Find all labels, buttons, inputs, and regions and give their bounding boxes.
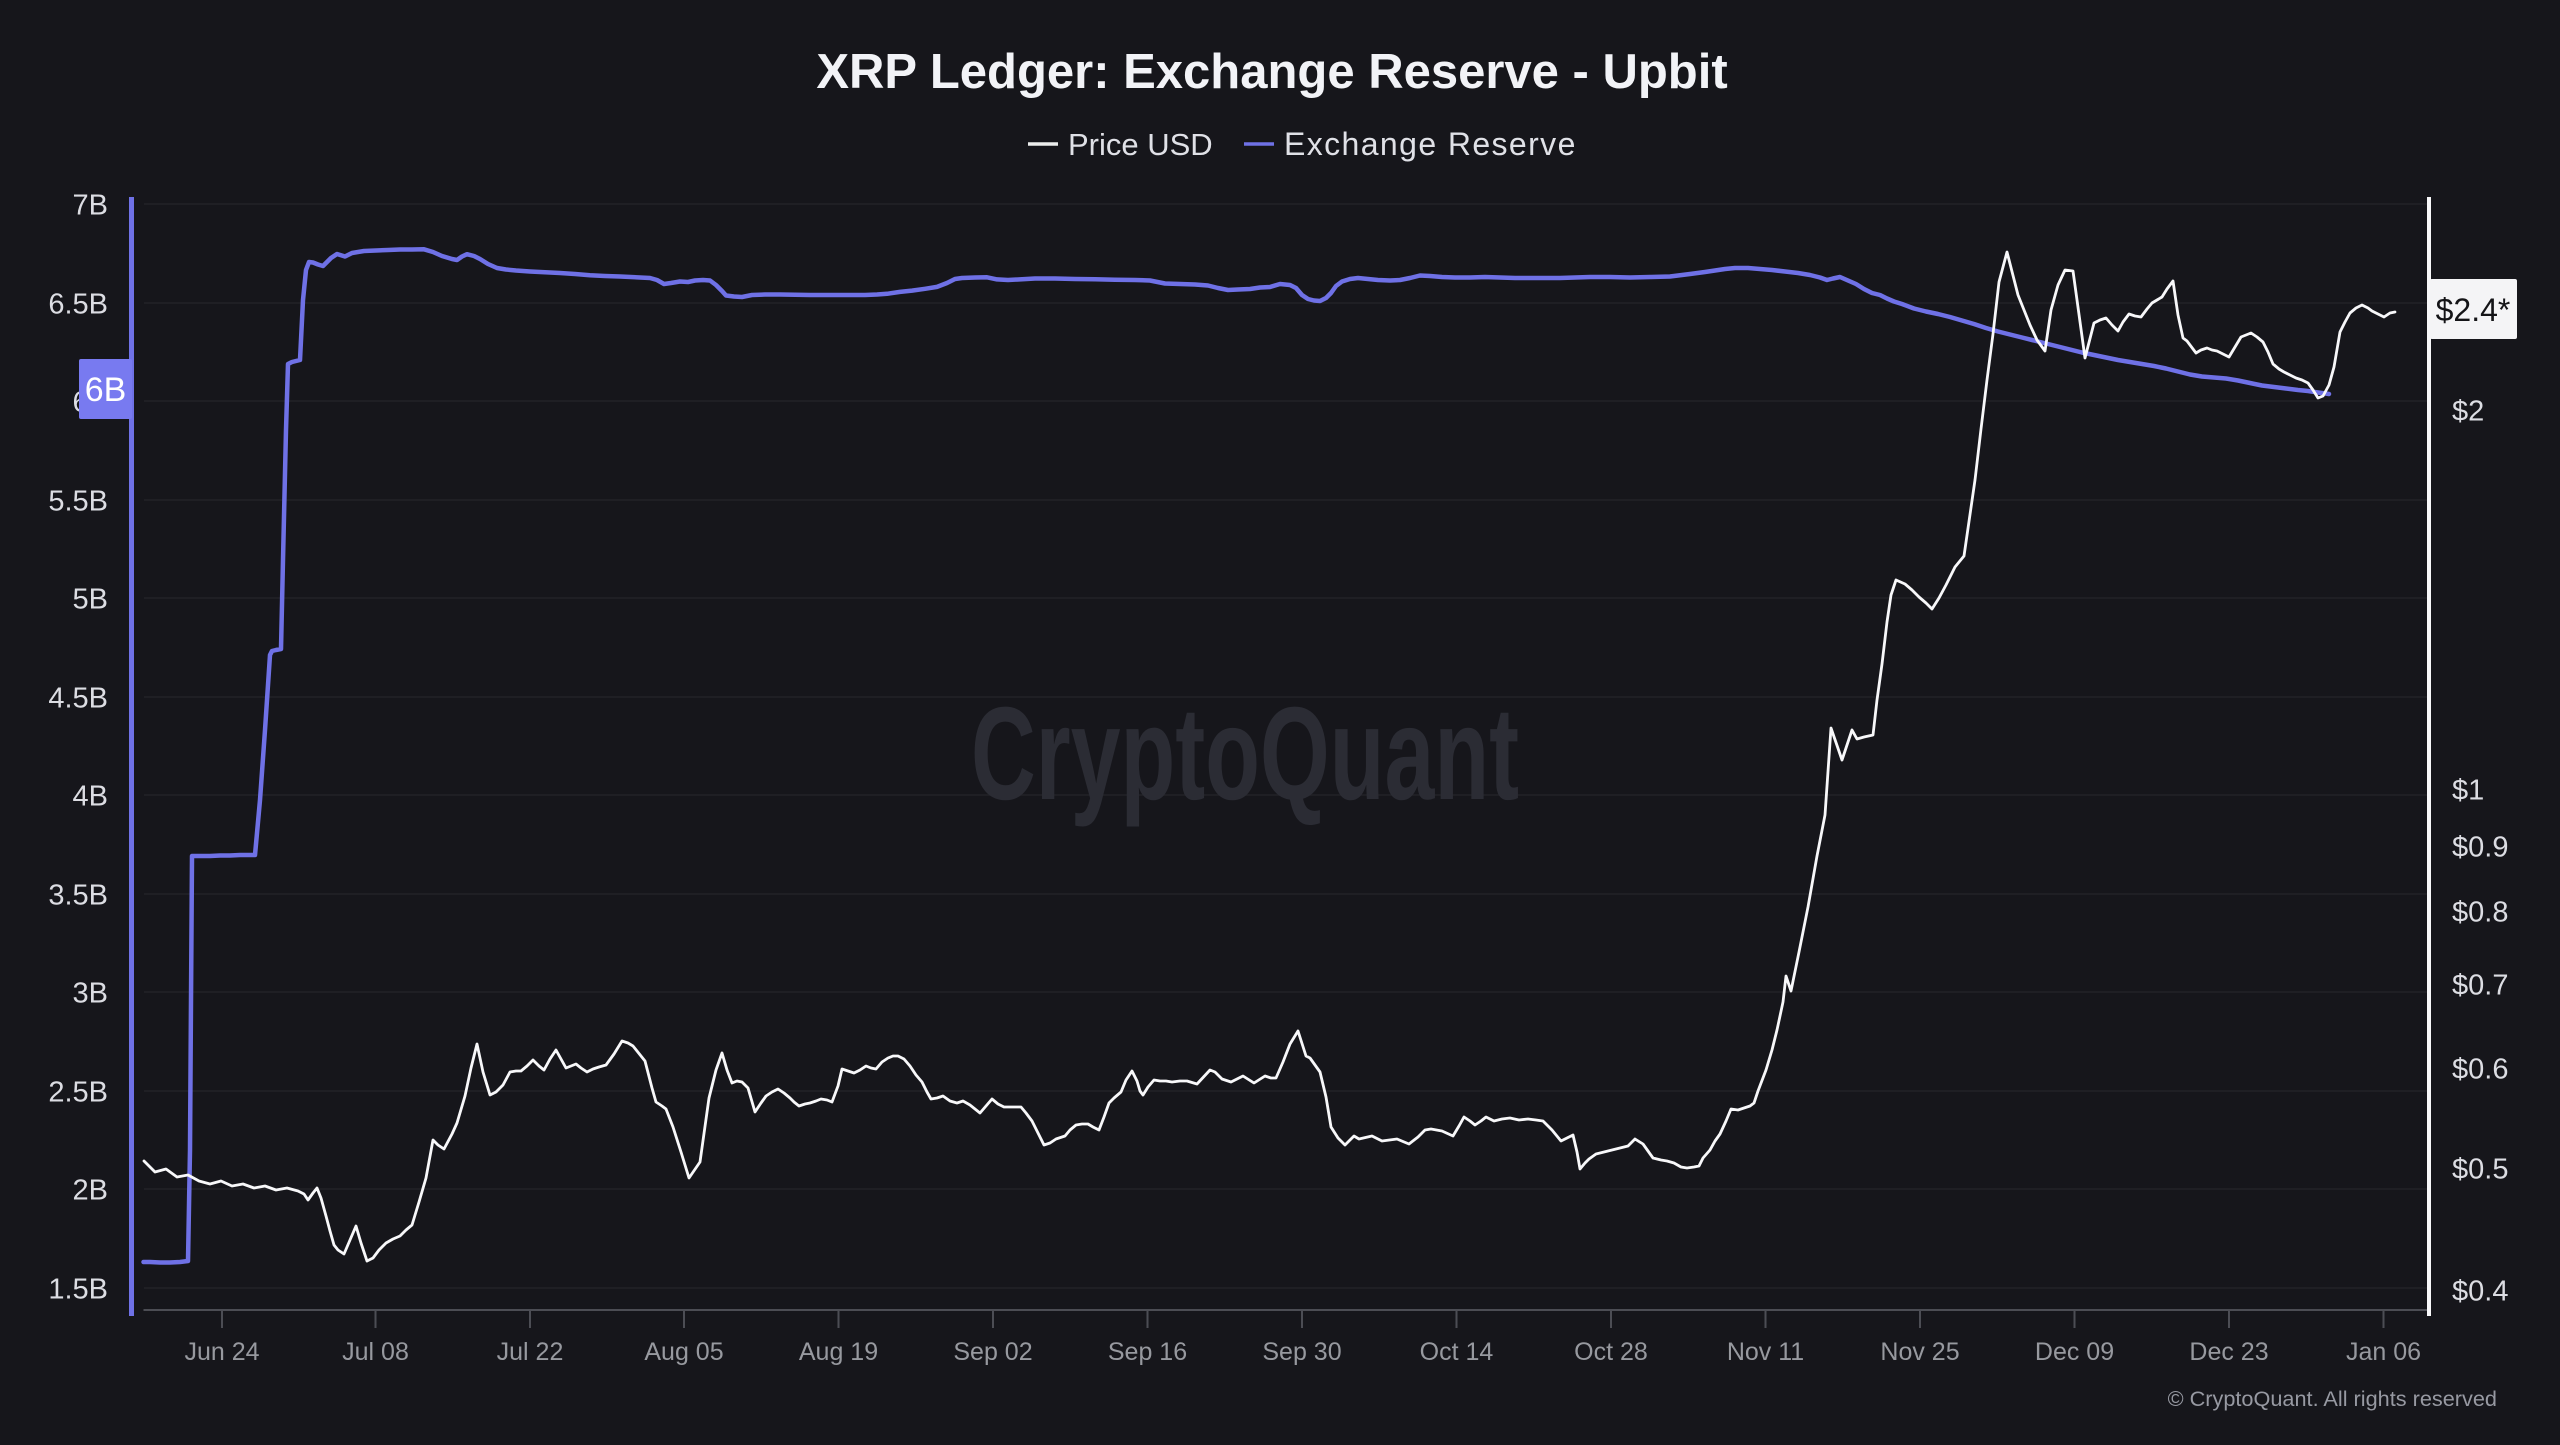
svg-text:Dec 09: Dec 09 [2035,1338,2114,1366]
svg-text:5B: 5B [73,584,108,616]
svg-text:7B: 7B [73,190,108,222]
svg-text:$2: $2 [2452,396,2484,428]
svg-text:Price USD: Price USD [1068,127,1213,162]
svg-text:5.5B: 5.5B [48,486,108,518]
svg-text:2.5B: 2.5B [48,1077,108,1109]
svg-text:6.5B: 6.5B [48,289,108,321]
svg-text:$0.4: $0.4 [2452,1276,2508,1308]
svg-text:Aug 19: Aug 19 [799,1338,878,1366]
svg-text:© CryptoQuant. All rights rese: © CryptoQuant. All rights reserved [2168,1386,2497,1411]
svg-text:Aug 05: Aug 05 [644,1338,723,1366]
svg-text:$0.7: $0.7 [2452,970,2508,1002]
svg-text:Exchange Reserve: Exchange Reserve [1284,126,1577,162]
svg-text:6B: 6B [85,371,127,409]
svg-text:3.5B: 3.5B [48,880,108,912]
svg-text:2B: 2B [73,1175,108,1207]
svg-text:Sep 16: Sep 16 [1108,1338,1187,1366]
svg-text:$1: $1 [2452,775,2484,807]
svg-text:XRP Ledger: Exchange Reserve -: XRP Ledger: Exchange Reserve - Upbit [816,45,1727,99]
svg-text:3B: 3B [73,978,108,1010]
svg-text:1.5B: 1.5B [48,1274,108,1306]
svg-text:Sep 02: Sep 02 [953,1338,1032,1366]
svg-text:Sep 30: Sep 30 [1262,1338,1341,1366]
svg-text:Oct 14: Oct 14 [1420,1338,1494,1366]
svg-text:Jul 22: Jul 22 [497,1338,564,1366]
svg-text:Jul 08: Jul 08 [342,1338,409,1366]
svg-text:4.5B: 4.5B [48,683,108,715]
svg-text:$2.4*: $2.4* [2436,292,2511,328]
svg-text:Jun 24: Jun 24 [184,1338,259,1366]
svg-text:CryptoQuant: CryptoQuant [971,680,1519,827]
svg-text:Oct 28: Oct 28 [1574,1338,1648,1366]
svg-text:$0.5: $0.5 [2452,1154,2508,1186]
svg-text:Jan 06: Jan 06 [2346,1338,2421,1366]
svg-text:$0.8: $0.8 [2452,897,2508,929]
svg-text:$0.6: $0.6 [2452,1054,2508,1086]
svg-text:4B: 4B [73,781,108,813]
svg-text:Nov 25: Nov 25 [1880,1338,1959,1366]
svg-text:Nov 11: Nov 11 [1727,1338,1804,1366]
svg-text:$0.9: $0.9 [2452,832,2508,864]
svg-text:Dec 23: Dec 23 [2189,1338,2268,1366]
